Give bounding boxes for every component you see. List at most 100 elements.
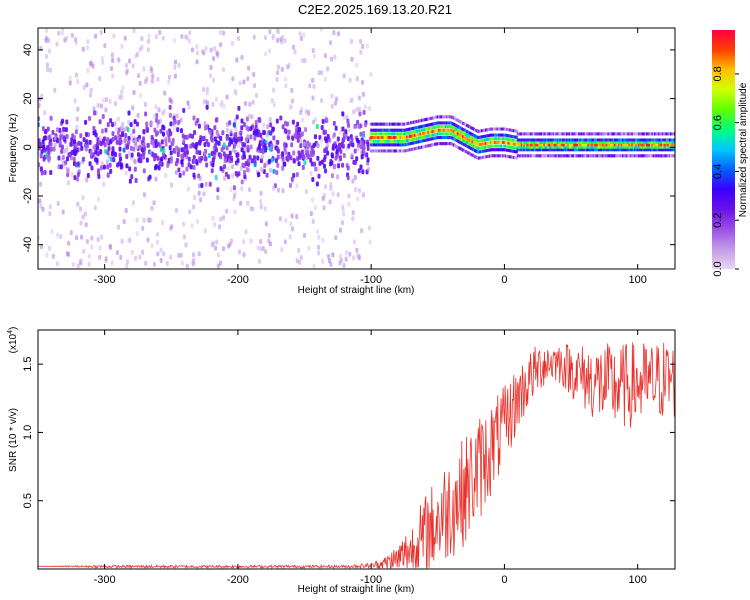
spectrogram-cell (242, 169, 246, 175)
spectrogram-cell (639, 143, 642, 147)
spectrogram-cell (388, 136, 392, 140)
snr-series-line (38, 342, 675, 569)
spectrogram-cell (503, 140, 506, 144)
spectrogram-cell (426, 144, 429, 148)
spectrogram-cell (157, 165, 161, 171)
spectrogram-cell (49, 146, 53, 152)
spectrogram-cell (480, 138, 484, 142)
spectrogram-cell (159, 157, 163, 163)
spectrogram-cell (368, 239, 372, 245)
spectrogram-cell (600, 143, 604, 147)
spectrogram-cell (632, 138, 636, 142)
spectrogram-cell (208, 181, 212, 187)
spectrogram-cell (416, 129, 420, 133)
spectrogram-cell (342, 263, 346, 269)
spectrogram-cell (586, 140, 589, 144)
spectrogram-cell (426, 131, 429, 135)
spectrogram-cell (656, 132, 660, 136)
spectrogram-cell (456, 119, 460, 123)
spectrogram-cell (516, 154, 520, 158)
spectrogram-cell (78, 147, 82, 153)
spectrogram-cell (168, 104, 172, 110)
spectrogram-cell (512, 138, 516, 142)
spectrogram-cell (592, 148, 596, 152)
spectrogram-cell (395, 136, 398, 140)
spectrogram-cell (380, 143, 384, 147)
spectrogram-cell (494, 154, 497, 158)
spectrogram-cell (478, 146, 481, 150)
spectrogram-cell (62, 126, 66, 132)
spectrogram-cell (627, 143, 630, 147)
spectrogram-cell (508, 155, 512, 159)
spectrogram-cell (666, 140, 669, 144)
spectrogram-cell (222, 67, 226, 73)
spectrogram-cell (462, 148, 465, 152)
spectrogram-cell (659, 132, 662, 136)
spectrogram-cell (480, 129, 484, 133)
spectrogram-cell (390, 132, 393, 136)
spectrogram-cell (404, 128, 408, 132)
spectrogram-cell (361, 91, 365, 97)
spectrogram-cell (570, 132, 573, 136)
spectrogram-cell (92, 125, 96, 131)
spectrogram-cell (660, 138, 664, 142)
spectrogram-cell (443, 136, 446, 140)
spectrogram-cell (670, 140, 673, 144)
spectrogram-cell (671, 148, 674, 152)
spectrogram-cell (663, 132, 666, 136)
spectrogram-cell (431, 129, 434, 133)
spectrogram-cell (519, 143, 522, 147)
spectrogram-cell (314, 166, 318, 172)
spectrogram-cell (584, 148, 588, 152)
spectrogram-cell (228, 150, 232, 156)
spectrogram-cell (583, 154, 586, 158)
spectrogram-cell (611, 154, 614, 158)
spectrogram-cell (390, 122, 393, 126)
spectrogram-cell (627, 154, 630, 158)
spectrogram-cell (376, 143, 380, 147)
spectrogram-cell (664, 154, 668, 158)
spectrogram-cell (246, 76, 250, 82)
spectrogram-cell (470, 139, 473, 143)
spectrogram-cell (146, 47, 150, 53)
spectrogram-cell (288, 182, 292, 188)
spectrogram-cell (443, 125, 446, 129)
spectrogram-cell (61, 154, 65, 160)
spectrogram-cell (231, 173, 235, 179)
spectrogram-cell (415, 140, 418, 144)
spectrogram-cell (634, 140, 637, 144)
spectrogram-cell (104, 107, 108, 113)
spectrogram-cell (378, 132, 381, 136)
spectrogram-cell (478, 135, 481, 139)
spectrogram-cell (116, 116, 120, 122)
spectrogram-cell (455, 124, 458, 128)
spectrogram-cell (579, 138, 582, 142)
spectrogram-cell (90, 244, 94, 250)
spectrogram-cell (372, 143, 376, 147)
spectrogram-cell (614, 145, 617, 149)
spectrogram-cell (492, 144, 496, 148)
spectrogram-cell (213, 136, 217, 142)
spectrogram-cell (462, 121, 465, 125)
spectrogram-cell (41, 206, 45, 212)
spectrogram-cell (404, 139, 408, 143)
spectrogram-cell (332, 30, 336, 36)
spectrogram-cell (145, 121, 149, 127)
spectrogram-cell (51, 253, 55, 259)
spectrogram-cell (464, 140, 468, 144)
spectrogram-cell (540, 138, 544, 142)
spectrogram-cell (568, 138, 572, 142)
spectrogram-cell (219, 135, 223, 141)
spectrogram-cell (654, 154, 657, 158)
spectrogram-cell (539, 138, 542, 142)
spectrogram-cell (392, 143, 396, 147)
spectrogram-cell (650, 148, 653, 152)
spectrogram-cell (642, 145, 645, 149)
spectrogram-cell (452, 130, 456, 134)
spectrogram-cell (451, 136, 454, 140)
spectrogram-cell (495, 148, 498, 152)
spectrogram-cell (647, 154, 650, 158)
spectrogram-cell (281, 124, 285, 130)
spectrogram-cell (193, 158, 197, 164)
